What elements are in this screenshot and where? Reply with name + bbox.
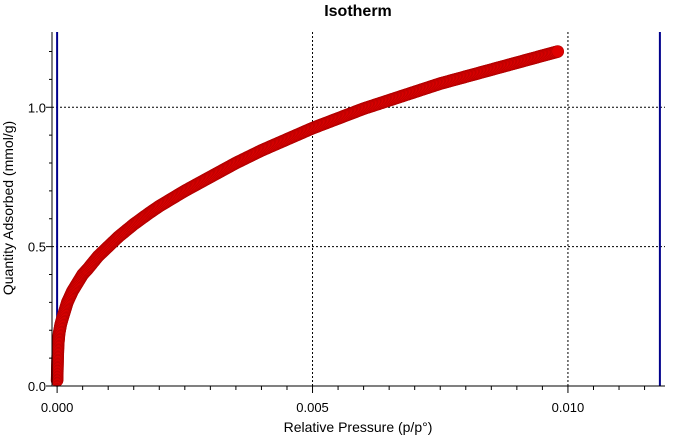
chart-title: Isotherm [324, 3, 392, 20]
data-point [551, 45, 565, 58]
x-tick-label: 0.010 [552, 400, 585, 415]
tick-marks [46, 51, 646, 393]
x-axis-label: Relative Pressure (p/p°) [284, 419, 433, 435]
axes [51, 32, 665, 387]
y-tick-label: 0.0 [28, 379, 46, 394]
y-tick-label: 1.0 [28, 100, 46, 115]
y-tick-label: 0.5 [28, 240, 46, 255]
tick-labels: 0.000 0.005 0.010 0.0 0.5 1.0 [28, 100, 584, 415]
x-tick-label: 0.005 [296, 400, 329, 415]
x-tick-label: 0.000 [41, 400, 74, 415]
grid-lines [52, 32, 665, 386]
y-axis-label: Quantity Adsorbed (mmol/g) [0, 121, 16, 295]
data-points [50, 45, 565, 387]
